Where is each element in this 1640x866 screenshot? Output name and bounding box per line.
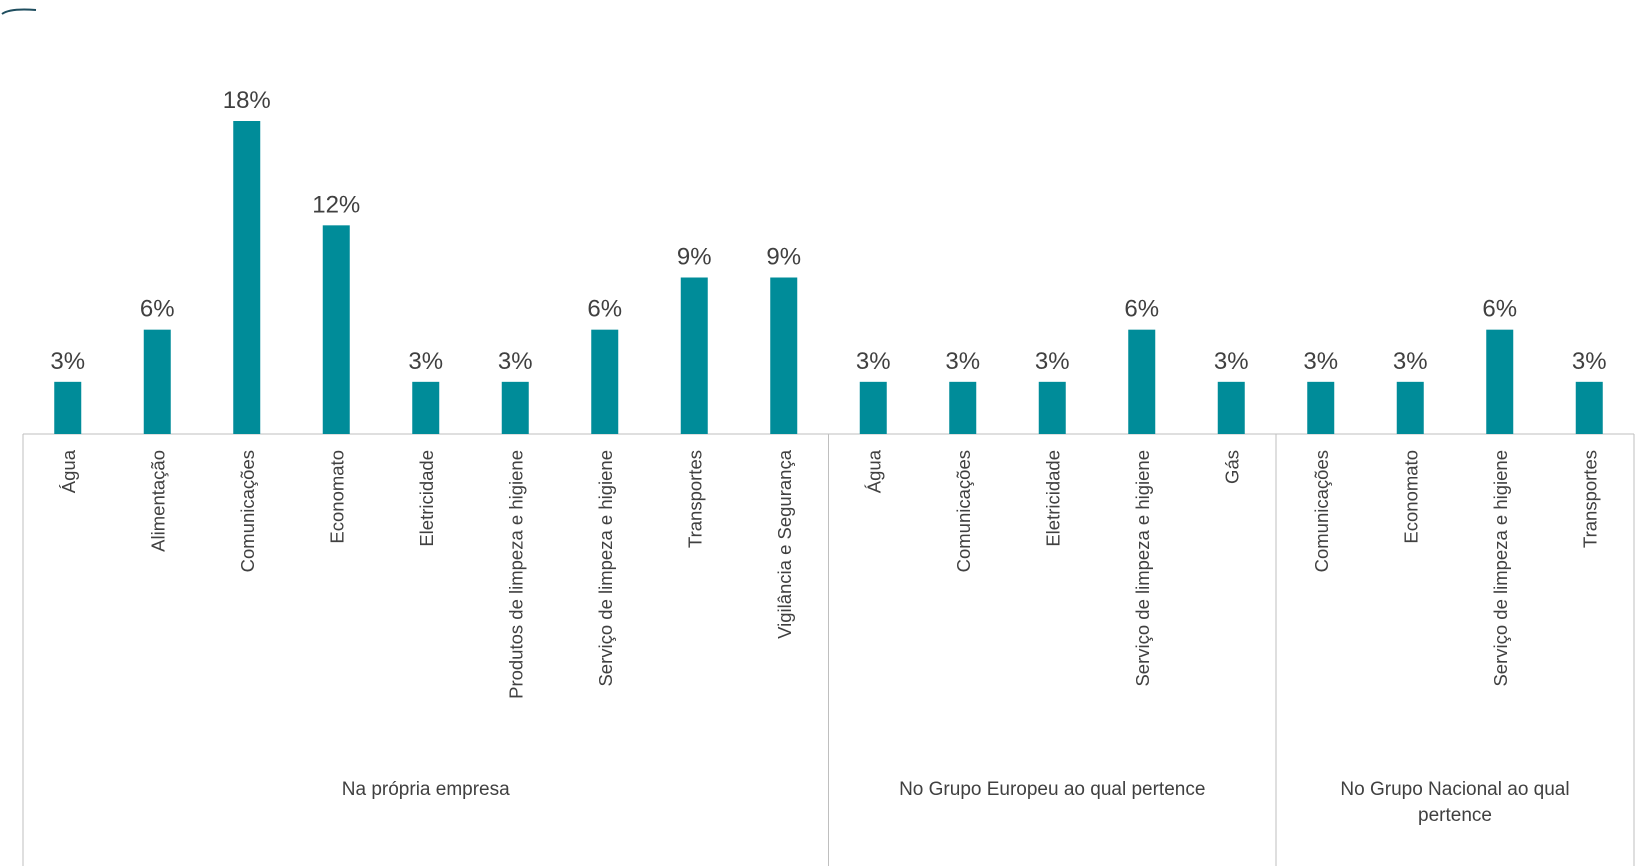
bar: [1396, 381, 1424, 434]
category-tick-label: Comunicações: [953, 450, 974, 572]
bar: [501, 381, 529, 434]
category-tick-label: Transportes: [684, 450, 705, 548]
group-label: No Grupo Europeu ao qual pertence: [899, 779, 1205, 800]
data-label: 3%: [1303, 348, 1338, 375]
bar: [1307, 381, 1335, 434]
category-tick-label: Economato: [1400, 450, 1421, 544]
data-label: 9%: [677, 244, 712, 271]
category-tick-label: Água: [58, 449, 79, 493]
category-tick-label: Serviço de limpeza e higiene: [1132, 450, 1153, 687]
category-tick-label: Comunicações: [237, 450, 258, 572]
data-label: 12%: [312, 191, 360, 218]
category-tick-label: Produtos de limpeza e higiene: [505, 450, 526, 699]
data-label: 6%: [1482, 296, 1517, 323]
bar: [412, 381, 440, 434]
category-tick-label: Alimentação: [147, 450, 168, 552]
bar: [1575, 381, 1603, 434]
data-label: 3%: [50, 348, 85, 375]
category-tick-label: Água: [863, 449, 884, 493]
data-label: 3%: [1214, 348, 1249, 375]
bar: [770, 277, 798, 434]
data-label: 3%: [408, 348, 443, 375]
bar: [1486, 329, 1514, 434]
category-tick-label: Gás: [1221, 450, 1242, 484]
bar: [233, 121, 261, 434]
category-tick-label: Economato: [326, 450, 347, 544]
data-label: 6%: [140, 296, 175, 323]
data-label: 9%: [766, 244, 801, 271]
group-label: Na própria empresa: [342, 779, 510, 800]
data-label: 3%: [856, 348, 891, 375]
category-tick-label: Serviço de limpeza e higiene: [595, 450, 616, 687]
data-label: 18%: [223, 87, 271, 114]
category-tick-label: Serviço de limpeza e higiene: [1490, 450, 1511, 687]
bar: [680, 277, 708, 434]
data-label: 3%: [945, 348, 980, 375]
data-label: 3%: [1572, 348, 1607, 375]
bar: [949, 381, 977, 434]
bar: [1038, 381, 1066, 434]
category-tick-label: Comunicações: [1311, 450, 1332, 572]
data-label: 6%: [1124, 296, 1159, 323]
bar: [591, 329, 619, 434]
data-label: 3%: [498, 348, 533, 375]
data-label: 3%: [1393, 348, 1428, 375]
corner-arc-icon: [1, 8, 37, 15]
category-tick-label: Vigilância e Segurança: [774, 449, 795, 639]
data-label: 6%: [587, 296, 622, 323]
bar: [322, 225, 350, 434]
data-label: 3%: [1035, 348, 1070, 375]
bar: [54, 381, 82, 434]
bar: [1128, 329, 1156, 434]
bar: [1217, 381, 1245, 434]
bar: [143, 329, 171, 434]
category-tick-label: Eletricidade: [1042, 450, 1063, 547]
group-label: No Grupo Nacional ao qual: [1340, 779, 1569, 800]
category-tick-label: Eletricidade: [416, 450, 437, 547]
bar: [859, 381, 887, 434]
category-tick-label: Transportes: [1579, 450, 1600, 548]
group-label: pertence: [1418, 805, 1492, 826]
